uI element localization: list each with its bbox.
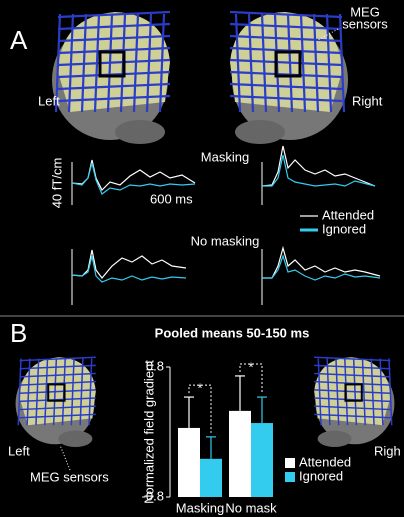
legend-label: Attended <box>299 454 351 469</box>
sensor-grid <box>26 358 31 426</box>
sensor-grid <box>379 358 384 426</box>
y-axis-label: Normalized field gradient <box>141 360 156 504</box>
sensor-grid <box>54 13 62 113</box>
head <box>52 10 171 144</box>
sensor-grid <box>229 94 343 103</box>
sensor-grid <box>314 389 391 394</box>
sensor-grid <box>79 358 84 426</box>
head-shape <box>58 430 93 447</box>
sensor-grid <box>57 34 171 43</box>
legend-label: Attended <box>322 207 374 222</box>
sensor-grid <box>260 13 268 113</box>
x-tick-label: No mask <box>225 500 277 515</box>
sensor-grid <box>314 356 391 362</box>
sensor-grid <box>145 13 153 113</box>
sensor-grid <box>19 389 96 394</box>
trace-ignored <box>262 254 381 281</box>
hemisphere-label: Left <box>38 93 60 108</box>
sensor-grid <box>19 405 96 411</box>
x-tick-label: Masking <box>176 500 224 515</box>
sensor-grid <box>314 405 391 411</box>
legend-swatch <box>285 472 295 482</box>
legend-label: Ignored <box>299 468 343 483</box>
y-tick-label: -0.8 <box>142 488 164 503</box>
significance-marker: * <box>248 359 253 374</box>
head-illustrations <box>15 10 395 447</box>
sensor-grid <box>229 22 343 31</box>
bar <box>200 458 222 497</box>
condition-label: Masking <box>201 149 249 164</box>
sensor-grid <box>229 10 343 19</box>
panel-label: A <box>10 25 28 55</box>
trace-ignored <box>71 162 196 195</box>
trace-ignored <box>71 255 187 283</box>
legend-swatch <box>285 458 295 468</box>
sensor-grid <box>57 10 171 19</box>
sensor-grid <box>388 358 393 426</box>
trace-attended <box>261 145 376 187</box>
meg-sensors-label: MEG sensors <box>30 469 109 484</box>
selected-sensors <box>274 50 302 78</box>
head <box>15 356 96 447</box>
sensor-grid <box>19 356 96 362</box>
trace-attended <box>262 245 381 279</box>
significance-bracket <box>188 384 212 433</box>
meg-label: MEG <box>350 4 380 19</box>
sensor-grid <box>67 13 75 113</box>
head <box>229 10 348 144</box>
sensor-grid <box>57 94 171 103</box>
sensor-grid <box>314 364 391 370</box>
sensor-grid <box>229 82 343 91</box>
hemisphere-label: Right <box>352 93 383 108</box>
selected-sensors <box>47 383 66 402</box>
sensor-grid <box>335 358 340 426</box>
bar <box>229 410 251 497</box>
bar-chart: Pooled means 50-150 ms Normalized field g… <box>141 325 351 515</box>
trace-ignored <box>262 154 376 187</box>
sensor-grid <box>17 358 22 426</box>
sensor-grid <box>325 13 333 113</box>
traces <box>71 145 381 305</box>
bar <box>178 427 200 497</box>
significance-bracket <box>239 363 263 394</box>
y-tick-label: 0.8 <box>146 358 164 373</box>
significance-marker: * <box>197 381 202 396</box>
selected-sensors <box>98 50 126 78</box>
pointer <box>317 28 339 41</box>
head-shape <box>317 430 352 447</box>
head <box>314 356 395 447</box>
sensor-grid <box>70 358 75 426</box>
head-shape <box>235 120 285 144</box>
sensor-grid <box>132 13 140 113</box>
scale-label: 600 ms <box>150 191 193 206</box>
sensor-grid <box>57 82 171 91</box>
panel-label: B <box>10 318 27 348</box>
sensor-grid <box>314 413 391 419</box>
sensor-grid <box>57 22 171 31</box>
selected-sensors <box>344 383 363 402</box>
head-shape <box>115 120 165 144</box>
sensor-grid <box>326 358 331 426</box>
meg-label: sensors <box>342 16 388 31</box>
bar <box>251 423 273 497</box>
hemisphere-label: Left <box>8 443 30 458</box>
legend-label: Ignored <box>322 221 366 236</box>
sensor-grid <box>247 13 255 113</box>
sensor-grid <box>229 34 343 43</box>
sensor-grid <box>229 58 343 67</box>
sensor-grid <box>19 372 96 378</box>
sensor-grid <box>314 372 391 378</box>
scale-label: 40 fT/cm <box>49 158 64 209</box>
sensor-grid <box>19 413 96 419</box>
chart-title: Pooled means 50-150 ms <box>155 325 310 340</box>
trace-attended <box>71 249 187 279</box>
hemisphere-label: Righ <box>374 443 401 458</box>
sensor-grid <box>57 58 171 67</box>
sensor-grid <box>338 13 346 113</box>
sensor-grid <box>19 364 96 370</box>
condition-label: No masking <box>191 233 260 248</box>
